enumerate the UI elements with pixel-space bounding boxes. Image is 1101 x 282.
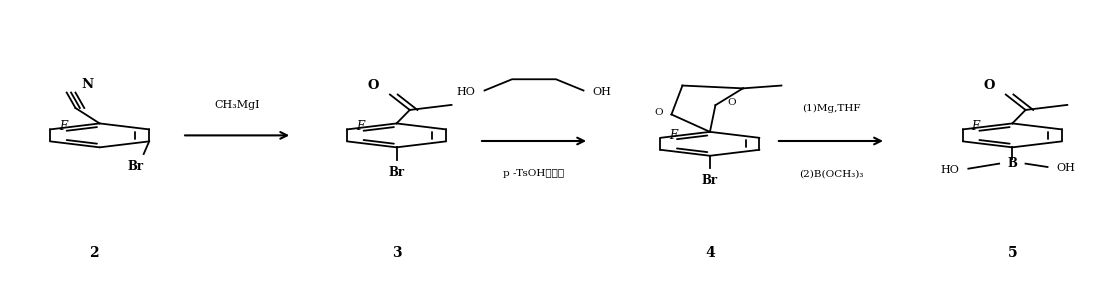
- Text: 5: 5: [1007, 246, 1017, 260]
- Text: F: F: [971, 120, 980, 133]
- Text: B: B: [1007, 157, 1017, 170]
- Text: Br: Br: [128, 160, 144, 173]
- Text: Br: Br: [701, 174, 718, 187]
- Text: HO: HO: [940, 165, 960, 175]
- Text: F: F: [356, 120, 364, 133]
- Text: HO: HO: [457, 87, 476, 97]
- Text: 3: 3: [392, 246, 402, 260]
- Text: OH: OH: [592, 87, 612, 97]
- Text: F: F: [59, 120, 67, 133]
- Text: O: O: [654, 108, 663, 117]
- Text: p -TsOH，甲苯: p -TsOH，甲苯: [503, 169, 565, 178]
- Text: O: O: [368, 79, 379, 92]
- Text: N: N: [81, 78, 94, 91]
- Text: F: F: [669, 129, 677, 142]
- Text: 4: 4: [705, 246, 715, 260]
- Text: O: O: [728, 98, 737, 107]
- Text: O: O: [983, 79, 995, 92]
- Text: (1)Mg,THF: (1)Mg,THF: [802, 104, 860, 113]
- Text: 2: 2: [89, 246, 99, 260]
- Text: CH₃MgI: CH₃MgI: [215, 100, 260, 110]
- Text: OH: OH: [1056, 163, 1076, 173]
- Text: Br: Br: [389, 166, 404, 179]
- Text: (2)B(OCH₃)₃: (2)B(OCH₃)₃: [798, 169, 863, 178]
